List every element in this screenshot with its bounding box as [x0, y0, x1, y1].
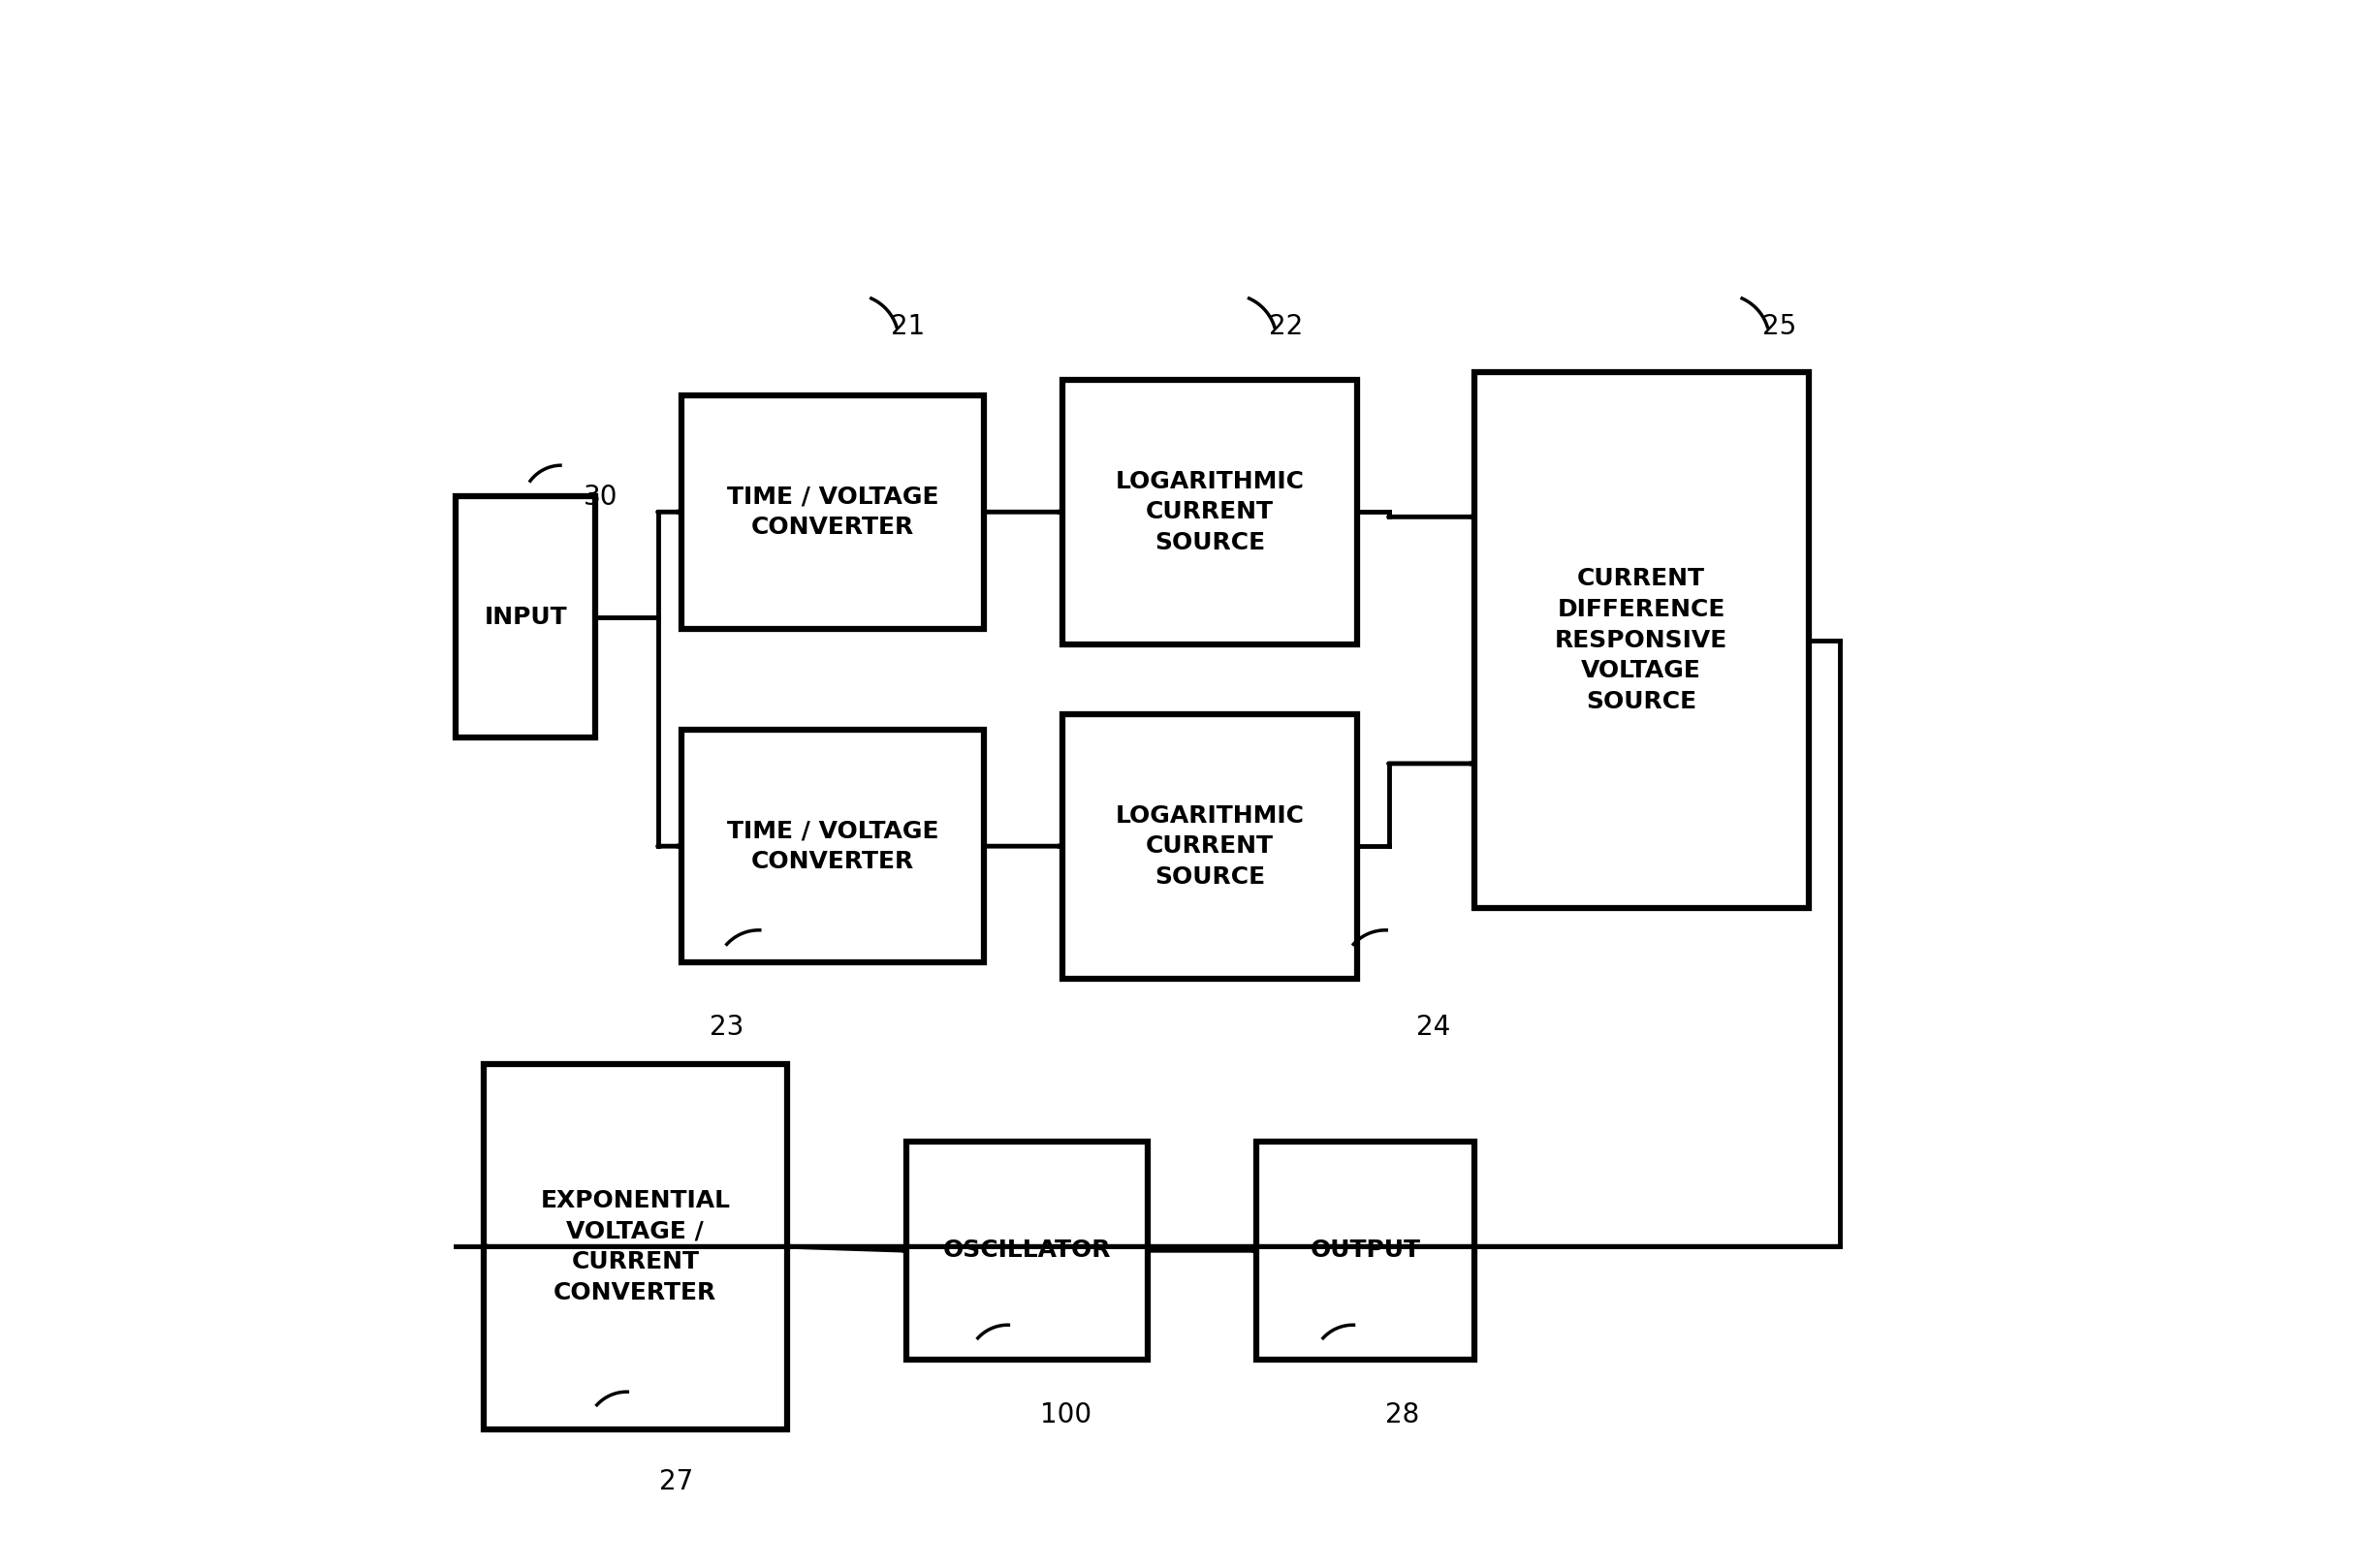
Text: 21: 21 [890, 314, 925, 340]
Bar [681, 395, 985, 629]
Bar [1255, 1142, 1474, 1359]
Text: 27: 27 [660, 1468, 693, 1496]
Bar [681, 729, 985, 963]
Text: 30: 30 [584, 485, 617, 511]
Text: 24: 24 [1417, 1014, 1450, 1041]
Text: 23: 23 [710, 1014, 743, 1041]
Text: 22: 22 [1270, 314, 1303, 340]
Text: INPUT: INPUT [484, 605, 567, 629]
Text: OSCILLATOR: OSCILLATOR [942, 1239, 1111, 1262]
Text: OUTPUT: OUTPUT [1310, 1239, 1421, 1262]
Text: CURRENT
DIFFERENCE
RESPONSIVE
VOLTAGE
SOURCE: CURRENT DIFFERENCE RESPONSIVE VOLTAGE SO… [1554, 568, 1728, 713]
Text: TIME / VOLTAGE
CONVERTER: TIME / VOLTAGE CONVERTER [726, 818, 940, 873]
Text: EXPONENTIAL
VOLTAGE /
CURRENT
CONVERTER: EXPONENTIAL VOLTAGE / CURRENT CONVERTER [541, 1189, 731, 1305]
Bar [1063, 713, 1357, 978]
Text: TIME / VOLTAGE
CONVERTER: TIME / VOLTAGE CONVERTER [726, 485, 940, 539]
Text: 28: 28 [1386, 1402, 1419, 1428]
Bar [484, 1063, 788, 1428]
Bar [456, 497, 596, 737]
Bar [906, 1142, 1149, 1359]
Bar [1063, 379, 1357, 644]
Text: 100: 100 [1039, 1402, 1092, 1428]
Text: LOGARITHMIC
CURRENT
SOURCE: LOGARITHMIC CURRENT SOURCE [1115, 804, 1305, 889]
Text: 25: 25 [1761, 314, 1796, 340]
Text: LOGARITHMIC
CURRENT
SOURCE: LOGARITHMIC CURRENT SOURCE [1115, 470, 1305, 554]
Bar [1474, 372, 1808, 908]
